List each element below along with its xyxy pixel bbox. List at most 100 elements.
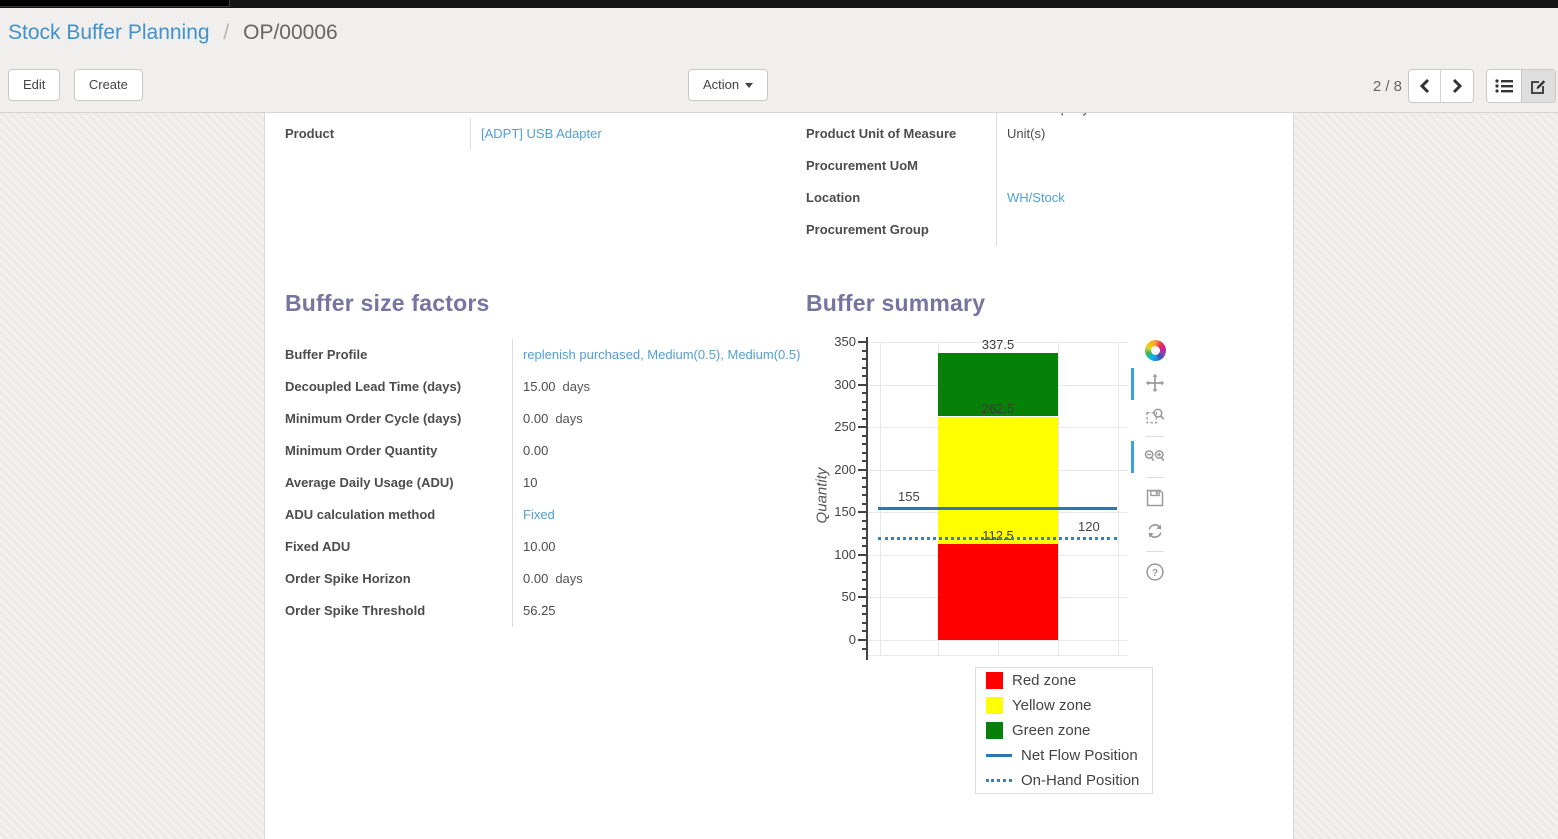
field-row: Location WH/Stock: [806, 182, 1273, 214]
y-minor-tick: [862, 417, 866, 420]
y-major-tick: [858, 383, 866, 386]
create-button[interactable]: Create: [73, 69, 143, 101]
field-value[interactable]: Fixed: [512, 499, 806, 531]
gridline-horizontal: [867, 342, 1128, 343]
field-value: 10.00: [512, 531, 806, 563]
field-value[interactable]: WH/Stock: [996, 182, 1273, 214]
gridline-horizontal: [867, 655, 1128, 656]
save-image-icon[interactable]: [1142, 485, 1168, 511]
legend-item[interactable]: Red zone: [976, 668, 1152, 693]
y-minor-tick: [862, 528, 866, 531]
field-unit: days: [562, 379, 591, 394]
field-row: Product Unit of Measure Unit(s): [806, 118, 1273, 150]
previous-record-button[interactable]: [1409, 70, 1441, 102]
legend-label: Red zone: [1012, 672, 1077, 689]
y-axis-title: Quantity: [813, 467, 831, 524]
field-value: 0.00 days: [512, 563, 806, 595]
field-unit: days: [555, 571, 583, 586]
y-minor-tick: [862, 434, 866, 437]
y-tick-label: 150: [834, 504, 856, 520]
y-minor-tick: [862, 460, 866, 463]
y-minor-tick: [862, 630, 866, 633]
y-minor-tick: [862, 604, 866, 607]
field-row: Order Spike Threshold 56.25: [285, 595, 806, 627]
legend-swatch-square: [986, 722, 1003, 739]
field-row: Average Daily Usage (ADU) 10: [285, 467, 806, 499]
reference-line-on-hand-position: [878, 536, 1117, 540]
y-minor-tick: [862, 443, 866, 446]
top-system-bar: [0, 0, 1558, 8]
field-label: Decoupled Lead Time (days): [285, 379, 462, 394]
help-icon[interactable]: ?: [1142, 559, 1168, 585]
field-row-partial: YourCompany: [806, 113, 1273, 118]
field-group-left: Product [ADPT] USB Adapter: [285, 118, 806, 166]
field-label: Minimum Order Quantity: [285, 443, 438, 458]
y-tick-label: 50: [841, 589, 856, 605]
legend-label: Green zone: [1012, 722, 1091, 739]
legend-item[interactable]: On-Hand Position: [976, 768, 1152, 793]
form-view-button[interactable]: [1521, 70, 1555, 102]
gridline-vertical: [1118, 342, 1119, 655]
y-major-tick: [858, 341, 866, 343]
y-minor-tick: [862, 375, 866, 378]
legend-item[interactable]: Net Flow Position: [976, 743, 1152, 768]
y-major-tick: [858, 468, 866, 471]
zoom-in-out-icon[interactable]: [1142, 444, 1168, 470]
y-minor-tick: [862, 647, 866, 650]
field-row: Minimum Order Cycle (days) 0.00 days: [285, 403, 806, 435]
buffer-summary-heading: Buffer summary: [806, 290, 986, 316]
legend-swatch-square: [986, 697, 1003, 714]
edit-button[interactable]: Edit: [8, 69, 61, 101]
field-value: 0.00: [512, 435, 806, 467]
y-tick-label: 300: [834, 376, 856, 392]
y-minor-tick: [862, 409, 866, 412]
field-value: Unit(s): [996, 118, 1273, 150]
legend-item[interactable]: Green zone: [976, 718, 1152, 743]
field-label: Average Daily Usage (ADU): [285, 475, 454, 490]
gridline-vertical: [880, 342, 881, 655]
legend-swatch-line: [986, 754, 1012, 757]
field-value: 10: [512, 467, 806, 499]
next-record-button[interactable]: [1441, 70, 1473, 102]
legend-label: On-Hand Position: [1021, 772, 1140, 789]
buffer-size-factors-heading: Buffer size factors: [285, 290, 490, 316]
pager-counter: 2 / 8: [1372, 78, 1402, 95]
chevron-down-icon: [745, 83, 754, 89]
action-dropdown-button[interactable]: Action: [688, 69, 769, 101]
modebar-indicator-bar: [1131, 368, 1134, 400]
field-value: 56.25: [512, 595, 806, 627]
field-value[interactable]: [ADPT] USB Adapter: [470, 118, 806, 150]
reset-axes-icon[interactable]: [1142, 518, 1168, 544]
breadcrumb-current: OP/00006: [243, 21, 338, 44]
view-switcher: [1486, 69, 1556, 103]
pan-icon[interactable]: [1142, 370, 1168, 396]
legend-swatch-dotted: [986, 779, 1012, 782]
field-row: Decoupled Lead Time (days) 15.00 days: [285, 371, 806, 403]
field-row: ADU calculation method Fixed: [285, 499, 806, 531]
y-tick-label: 350: [834, 334, 856, 349]
y-minor-tick: [862, 613, 866, 616]
chevron-right-icon: [1452, 78, 1463, 94]
y-major-tick: [858, 511, 866, 514]
y-major-tick: [858, 426, 866, 429]
y-minor-tick: [862, 358, 866, 361]
field-label: Order Spike Horizon: [285, 571, 411, 586]
y-minor-tick: [862, 562, 866, 565]
list-view-button[interactable]: [1487, 70, 1521, 102]
y-minor-tick: [862, 392, 866, 395]
y-minor-tick: [862, 579, 866, 582]
control-panel: Stock Buffer Planning / OP/00006 Edit Cr…: [0, 8, 1558, 113]
field-value[interactable]: replenish purchased, Medium(0.5), Medium…: [512, 339, 806, 371]
field-row: Procurement Group: [806, 214, 1273, 246]
field-row: Procurement UoM: [806, 150, 1273, 182]
breadcrumb-parent-link[interactable]: Stock Buffer Planning: [8, 21, 210, 44]
field-value: [996, 150, 1273, 182]
y-minor-tick: [862, 477, 866, 480]
box-zoom-icon[interactable]: [1142, 403, 1168, 429]
legend-swatch-square: [986, 672, 1003, 689]
chart-modebar: ?: [1140, 337, 1170, 592]
y-tick-label: 200: [834, 461, 856, 477]
legend-item[interactable]: Yellow zone: [976, 693, 1152, 718]
plotly-logo-icon[interactable]: [1142, 337, 1168, 363]
y-minor-tick: [862, 621, 866, 624]
